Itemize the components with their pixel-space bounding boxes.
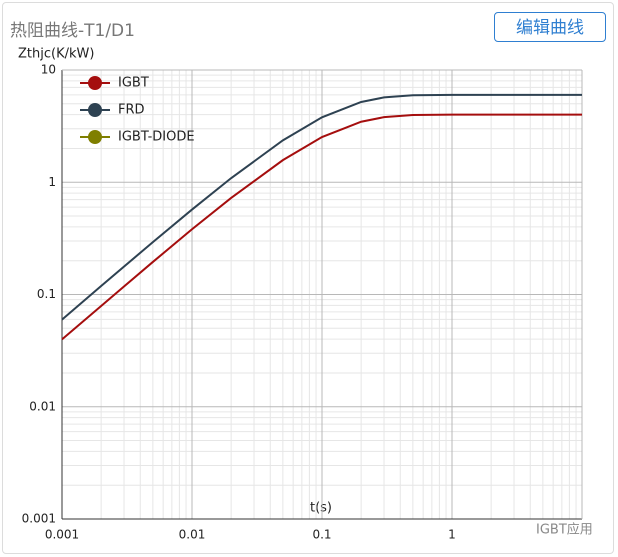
x-tick-label: 0.01 bbox=[179, 528, 206, 542]
legend-marker bbox=[88, 130, 102, 144]
legend-label: FRD bbox=[118, 103, 145, 118]
y-tick-label: 0.001 bbox=[22, 512, 56, 526]
x-tick-label: 0.1 bbox=[312, 528, 331, 542]
x-tick-label: 1 bbox=[448, 528, 456, 542]
series-line bbox=[61, 93, 582, 321]
card-title: 热阻曲线-T1/D1 bbox=[10, 21, 135, 41]
edit-button[interactable]: 编辑曲线 bbox=[494, 12, 606, 42]
legend-label: IGBT bbox=[118, 76, 149, 91]
series-line bbox=[61, 113, 582, 341]
legend-label: IGBT-DIODE bbox=[118, 130, 195, 145]
legend-marker bbox=[88, 103, 102, 117]
legend-marker bbox=[88, 76, 102, 90]
y-axis-label: Zthjc(K/kW) bbox=[18, 47, 94, 62]
y-tick-label: 1 bbox=[48, 175, 56, 189]
x-axis-label: t(s) bbox=[310, 501, 332, 516]
y-tick-label: 0.01 bbox=[29, 399, 56, 413]
x-tick-label: 0.001 bbox=[45, 528, 79, 542]
y-tick-label: 0.1 bbox=[37, 287, 56, 301]
y-tick-label: 10 bbox=[41, 63, 56, 77]
watermark: IGBT应用 bbox=[536, 522, 593, 538]
